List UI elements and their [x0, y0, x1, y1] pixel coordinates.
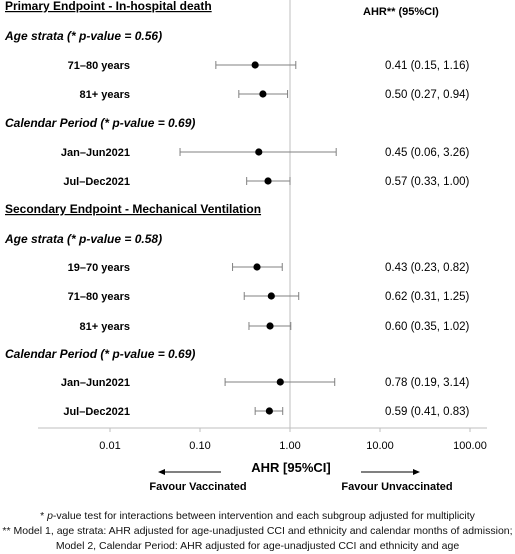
row-value: 0.60 (0.35, 1.02) — [385, 321, 470, 333]
row-label: 71–80 years — [68, 291, 130, 303]
footnotes: * p-value test for interactions between … — [0, 509, 515, 554]
row-label: Jul–Dec2021 — [63, 176, 130, 188]
x-tick-label: 0.01 — [99, 440, 120, 452]
x-tick-label: 100.00 — [453, 440, 487, 452]
point-estimate — [253, 263, 261, 271]
row-value: 0.62 (0.31, 1.25) — [385, 291, 470, 303]
group-subtitle: Age strata (* p-value = 0.58) — [4, 232, 162, 246]
value-column-header: AHR** (95%CI) — [363, 6, 439, 18]
favour-right-arrow — [361, 469, 420, 475]
row-label: 81+ years — [80, 89, 130, 101]
footnote-pvalue: * p-value test for interactions between … — [40, 510, 475, 522]
group-subtitle: Calendar Period (* p-value = 0.69) — [5, 347, 195, 361]
row-value: 0.45 (0.06, 3.26) — [385, 147, 470, 159]
x-axis-title: AHR [95%CI] — [251, 460, 330, 475]
row-label: 19–70 years — [68, 262, 130, 274]
row-value: 0.59 (0.41, 0.83) — [385, 406, 470, 418]
x-tick-label: 10.00 — [366, 440, 394, 452]
point-estimate — [265, 407, 273, 415]
row-label: Jul–Dec2021 — [63, 406, 130, 418]
section-title: Primary Endpoint - In-hospital death — [5, 0, 212, 13]
row-value: 0.78 (0.19, 3.14) — [385, 377, 470, 389]
footnote-model1: ** Model 1, age strata: AHR adjusted for… — [2, 525, 513, 537]
point-estimate — [251, 61, 259, 69]
favour-vaccinated-label: Favour Vaccinated — [149, 481, 246, 493]
row-value: 0.43 (0.23, 0.82) — [385, 262, 470, 274]
point-estimate — [276, 378, 284, 386]
favour-unvaccinated-label: Favour Unvaccinated — [341, 481, 452, 493]
footnote-model2: Model 2, Calendar Period: AHR adjusted f… — [55, 540, 460, 552]
point-estimate — [255, 148, 263, 156]
forest-rows: Primary Endpoint - In-hospital death Age … — [4, 0, 470, 418]
row-value: 0.41 (0.15, 1.16) — [385, 60, 470, 72]
group-subtitle: Calendar Period (* p-value = 0.69) — [5, 116, 195, 130]
x-tick-label: 0.10 — [189, 440, 210, 452]
section-title: Secondary Endpoint - Mechanical Ventilat… — [5, 202, 261, 216]
point-estimate — [266, 322, 274, 330]
row-label: Jan–Jun2021 — [61, 147, 130, 159]
favour-left-arrow — [158, 469, 221, 475]
row-label: Jan–Jun2021 — [61, 377, 130, 389]
x-tick-label: 1.00 — [279, 440, 300, 452]
x-axis-ticks: 0.01 0.10 1.00 10.00 100.00 — [99, 428, 487, 452]
row-value: 0.57 (0.33, 1.00) — [385, 176, 470, 188]
row-label: 71–80 years — [68, 60, 130, 72]
group-subtitle: Age strata (* p-value = 0.56) — [4, 29, 162, 43]
point-estimate — [267, 292, 275, 300]
row-label: 81+ years — [80, 321, 130, 333]
point-estimate — [264, 177, 272, 185]
point-estimate — [259, 90, 267, 98]
row-value: 0.50 (0.27, 0.94) — [385, 89, 470, 101]
